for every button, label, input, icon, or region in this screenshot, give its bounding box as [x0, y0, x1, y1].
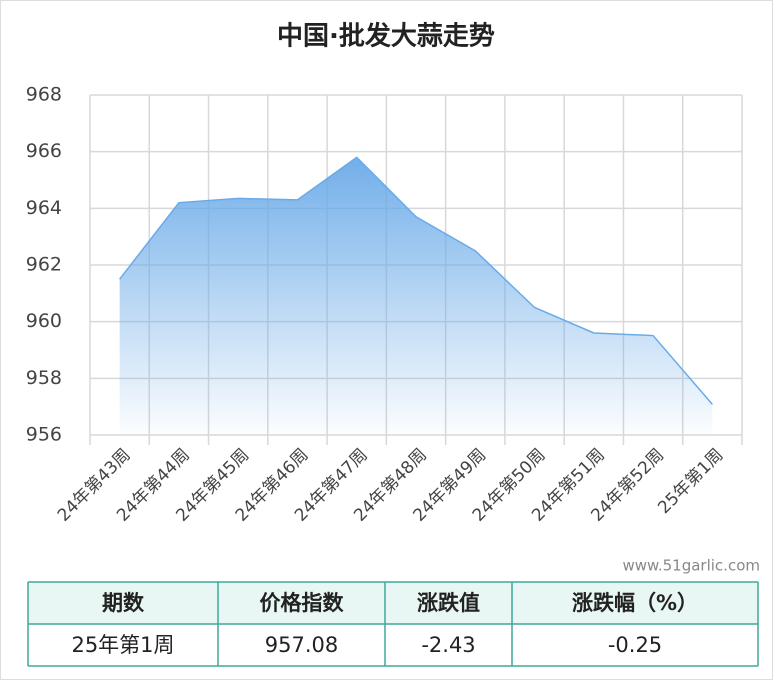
- table-cell: -2.43: [421, 633, 475, 657]
- table-header-cell: 期数: [102, 591, 145, 615]
- table-cell: 25年第1周: [71, 633, 174, 657]
- table-header-cell: 涨跌值: [417, 591, 480, 615]
- table: 期数 价格指数 涨跌值 涨跌幅（%） 25年第1周 957.08 -2.43 -0.25: [27, 581, 759, 667]
- table-header-cell: 价格指数: [260, 591, 345, 615]
- y-tick-label: 966: [26, 140, 62, 162]
- line: [119, 156, 713, 405]
- table-cell: -0.25: [608, 633, 662, 657]
- chart-title: 中国·批发大蒜走势: [277, 21, 495, 52]
- table-header-bg: [28, 582, 758, 624]
- watermark: www.51garlic.com: [622, 557, 760, 575]
- y-tick-label: 958: [26, 367, 62, 389]
- y-tick-label: 956: [26, 424, 62, 446]
- area: [119, 157, 713, 436]
- table-header-cell: 涨跌幅（%）: [572, 591, 698, 615]
- y-tick-label: 968: [26, 84, 62, 106]
- y-tick-label: 962: [26, 254, 62, 276]
- table-cell: 957.08: [265, 633, 338, 657]
- y-tick-label: 960: [26, 310, 62, 332]
- y-tick-label: 964: [26, 197, 62, 219]
